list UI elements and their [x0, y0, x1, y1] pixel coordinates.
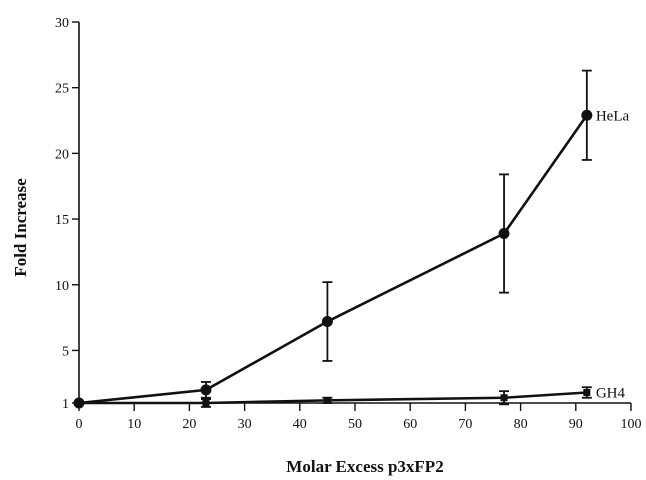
- point-gh4-1: [202, 399, 210, 407]
- y-axis-title: Fold Increase: [11, 178, 30, 277]
- series-group: HeLa GH4: [73, 69, 630, 409]
- series-line-hela: [78, 114, 588, 405]
- y-tick-label-10: 10: [55, 279, 69, 294]
- x-tick-label-80: 80: [514, 417, 528, 432]
- x-tick-label-70: 70: [458, 417, 472, 432]
- y-tick-label-20: 20: [55, 147, 69, 162]
- axes: [78, 22, 631, 404]
- x-tick-label-10: 10: [127, 417, 141, 432]
- series-gh4: GH4: [75, 385, 626, 408]
- y-tick-label-15: 15: [55, 213, 69, 228]
- x-tick-label-30: 30: [238, 417, 252, 432]
- x-tick-label-60: 60: [403, 417, 417, 432]
- point-hela-4: [581, 109, 593, 121]
- point-gh4-2: [323, 396, 331, 404]
- y-tick-label-25: 25: [55, 82, 69, 97]
- point-gh4-4: [583, 388, 591, 396]
- y-tick-label-1: 1: [62, 397, 69, 412]
- point-gh4-3: [500, 394, 508, 402]
- y-tick-label-5: 5: [62, 344, 69, 359]
- y-tick-label-30: 30: [55, 16, 69, 31]
- series-label-gh4: GH4: [596, 385, 626, 401]
- point-gh4-0: [75, 399, 83, 407]
- point-hela-3: [498, 228, 510, 240]
- series-label-hela: HeLa: [596, 108, 630, 124]
- x-tick-label-100: 100: [621, 417, 642, 432]
- x-tick-label-20: 20: [182, 417, 196, 432]
- point-hela-1: [200, 384, 212, 396]
- x-tick-label-50: 50: [348, 417, 362, 432]
- x-tick-label-40: 40: [293, 417, 307, 432]
- x-tick-label-90: 90: [569, 417, 583, 432]
- point-hela-2: [321, 316, 333, 328]
- series-hela: HeLa: [73, 69, 630, 409]
- x-ticks: 0 10 20 30 40 50 60 70 80 90 100: [76, 403, 642, 432]
- x-tick-label-0: 0: [76, 417, 83, 432]
- x-axis-title: Molar Excess p3xFP2: [286, 457, 443, 476]
